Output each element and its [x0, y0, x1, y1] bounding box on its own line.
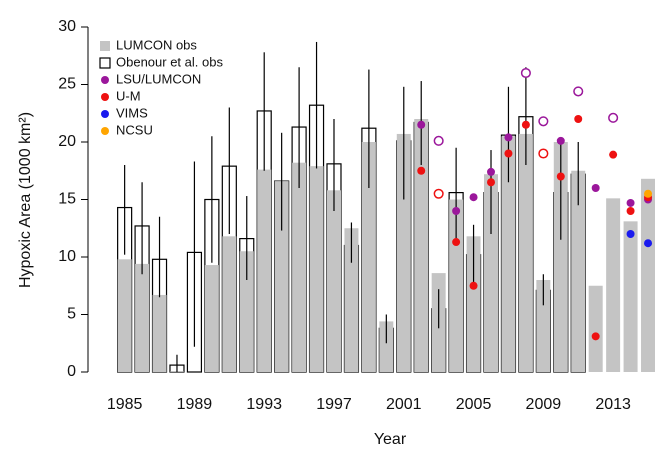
x-tick-label: 2001: [386, 396, 422, 413]
legend-swatch: [101, 93, 109, 101]
point: [469, 193, 478, 202]
bar: [152, 294, 167, 372]
point: [591, 184, 600, 192]
point: [433, 188, 444, 199]
x-tick-label: 2005: [456, 396, 492, 413]
bar: [257, 169, 272, 372]
bar: [623, 221, 638, 372]
y-axis-label: Hypoxic Area (1000 km²): [17, 112, 34, 288]
bar: [292, 162, 307, 372]
x-tick-label: 1997: [316, 396, 352, 413]
x-tick-label: 2009: [526, 396, 562, 413]
y-tick-label: 25: [58, 76, 76, 93]
point: [417, 166, 426, 175]
point: [487, 167, 496, 176]
point: [608, 112, 619, 123]
bar: [484, 174, 499, 372]
bar: [466, 236, 481, 372]
legend-label: U-M: [116, 88, 141, 103]
legend-swatch: [101, 127, 109, 135]
bar: [588, 285, 603, 372]
point: [521, 120, 530, 129]
bar: [414, 119, 429, 372]
x-axis-label: Year: [374, 431, 407, 448]
point: [644, 239, 653, 248]
point: [574, 115, 583, 123]
y-tick-label: 5: [67, 306, 76, 323]
x-tick-label: 1993: [246, 396, 282, 413]
point: [626, 198, 635, 207]
point: [487, 178, 496, 187]
legend-swatch: [99, 57, 111, 69]
bar: [326, 190, 341, 372]
legend-label: LUMCON obs: [116, 37, 197, 52]
y-tick-label: 20: [58, 133, 76, 150]
x-tick-label: 1989: [177, 396, 213, 413]
bar: [344, 228, 359, 372]
point: [469, 281, 478, 290]
point: [452, 207, 461, 215]
point: [504, 149, 513, 158]
bar: [135, 263, 150, 372]
bar: [117, 259, 132, 372]
point: [433, 135, 444, 146]
point: [538, 116, 549, 127]
bar: [518, 133, 533, 372]
legend-label: LSU/LUMCON: [116, 71, 201, 86]
point: [538, 148, 549, 159]
legend-label: Obenour et al. obs: [116, 54, 223, 69]
point: [504, 133, 513, 142]
point: [556, 172, 565, 181]
point: [591, 332, 600, 341]
point: [417, 120, 426, 129]
y-tick-label: 30: [58, 18, 76, 35]
y-tick-label: 15: [58, 191, 76, 208]
bar: [536, 280, 551, 372]
bar: [204, 265, 219, 372]
point: [609, 150, 618, 159]
legend-swatch: [100, 41, 110, 51]
legend-label: VIMS: [116, 105, 148, 120]
bar: [606, 198, 621, 372]
x-tick-label: 2013: [595, 396, 631, 413]
point: [452, 238, 461, 247]
legend-label: NCSU: [116, 122, 153, 137]
bar: [379, 321, 394, 372]
point: [520, 67, 531, 79]
point: [626, 230, 635, 238]
bar: [222, 236, 237, 372]
bar: [239, 251, 254, 372]
x-tick-label: 1985: [107, 396, 143, 413]
bar: [553, 142, 568, 372]
bar: [361, 142, 376, 372]
bar: [571, 170, 586, 372]
point: [644, 189, 653, 198]
bar: [309, 166, 324, 372]
bar: [501, 136, 516, 372]
y-tick-label: 0: [67, 363, 76, 380]
point: [626, 207, 635, 215]
bar: [396, 133, 411, 372]
bar: [641, 178, 655, 372]
legend-swatch: [101, 110, 109, 118]
point: [573, 86, 584, 97]
y-tick-label: 10: [58, 248, 76, 265]
bar: [274, 181, 289, 372]
legend-swatch: [101, 76, 109, 84]
point: [556, 136, 565, 145]
